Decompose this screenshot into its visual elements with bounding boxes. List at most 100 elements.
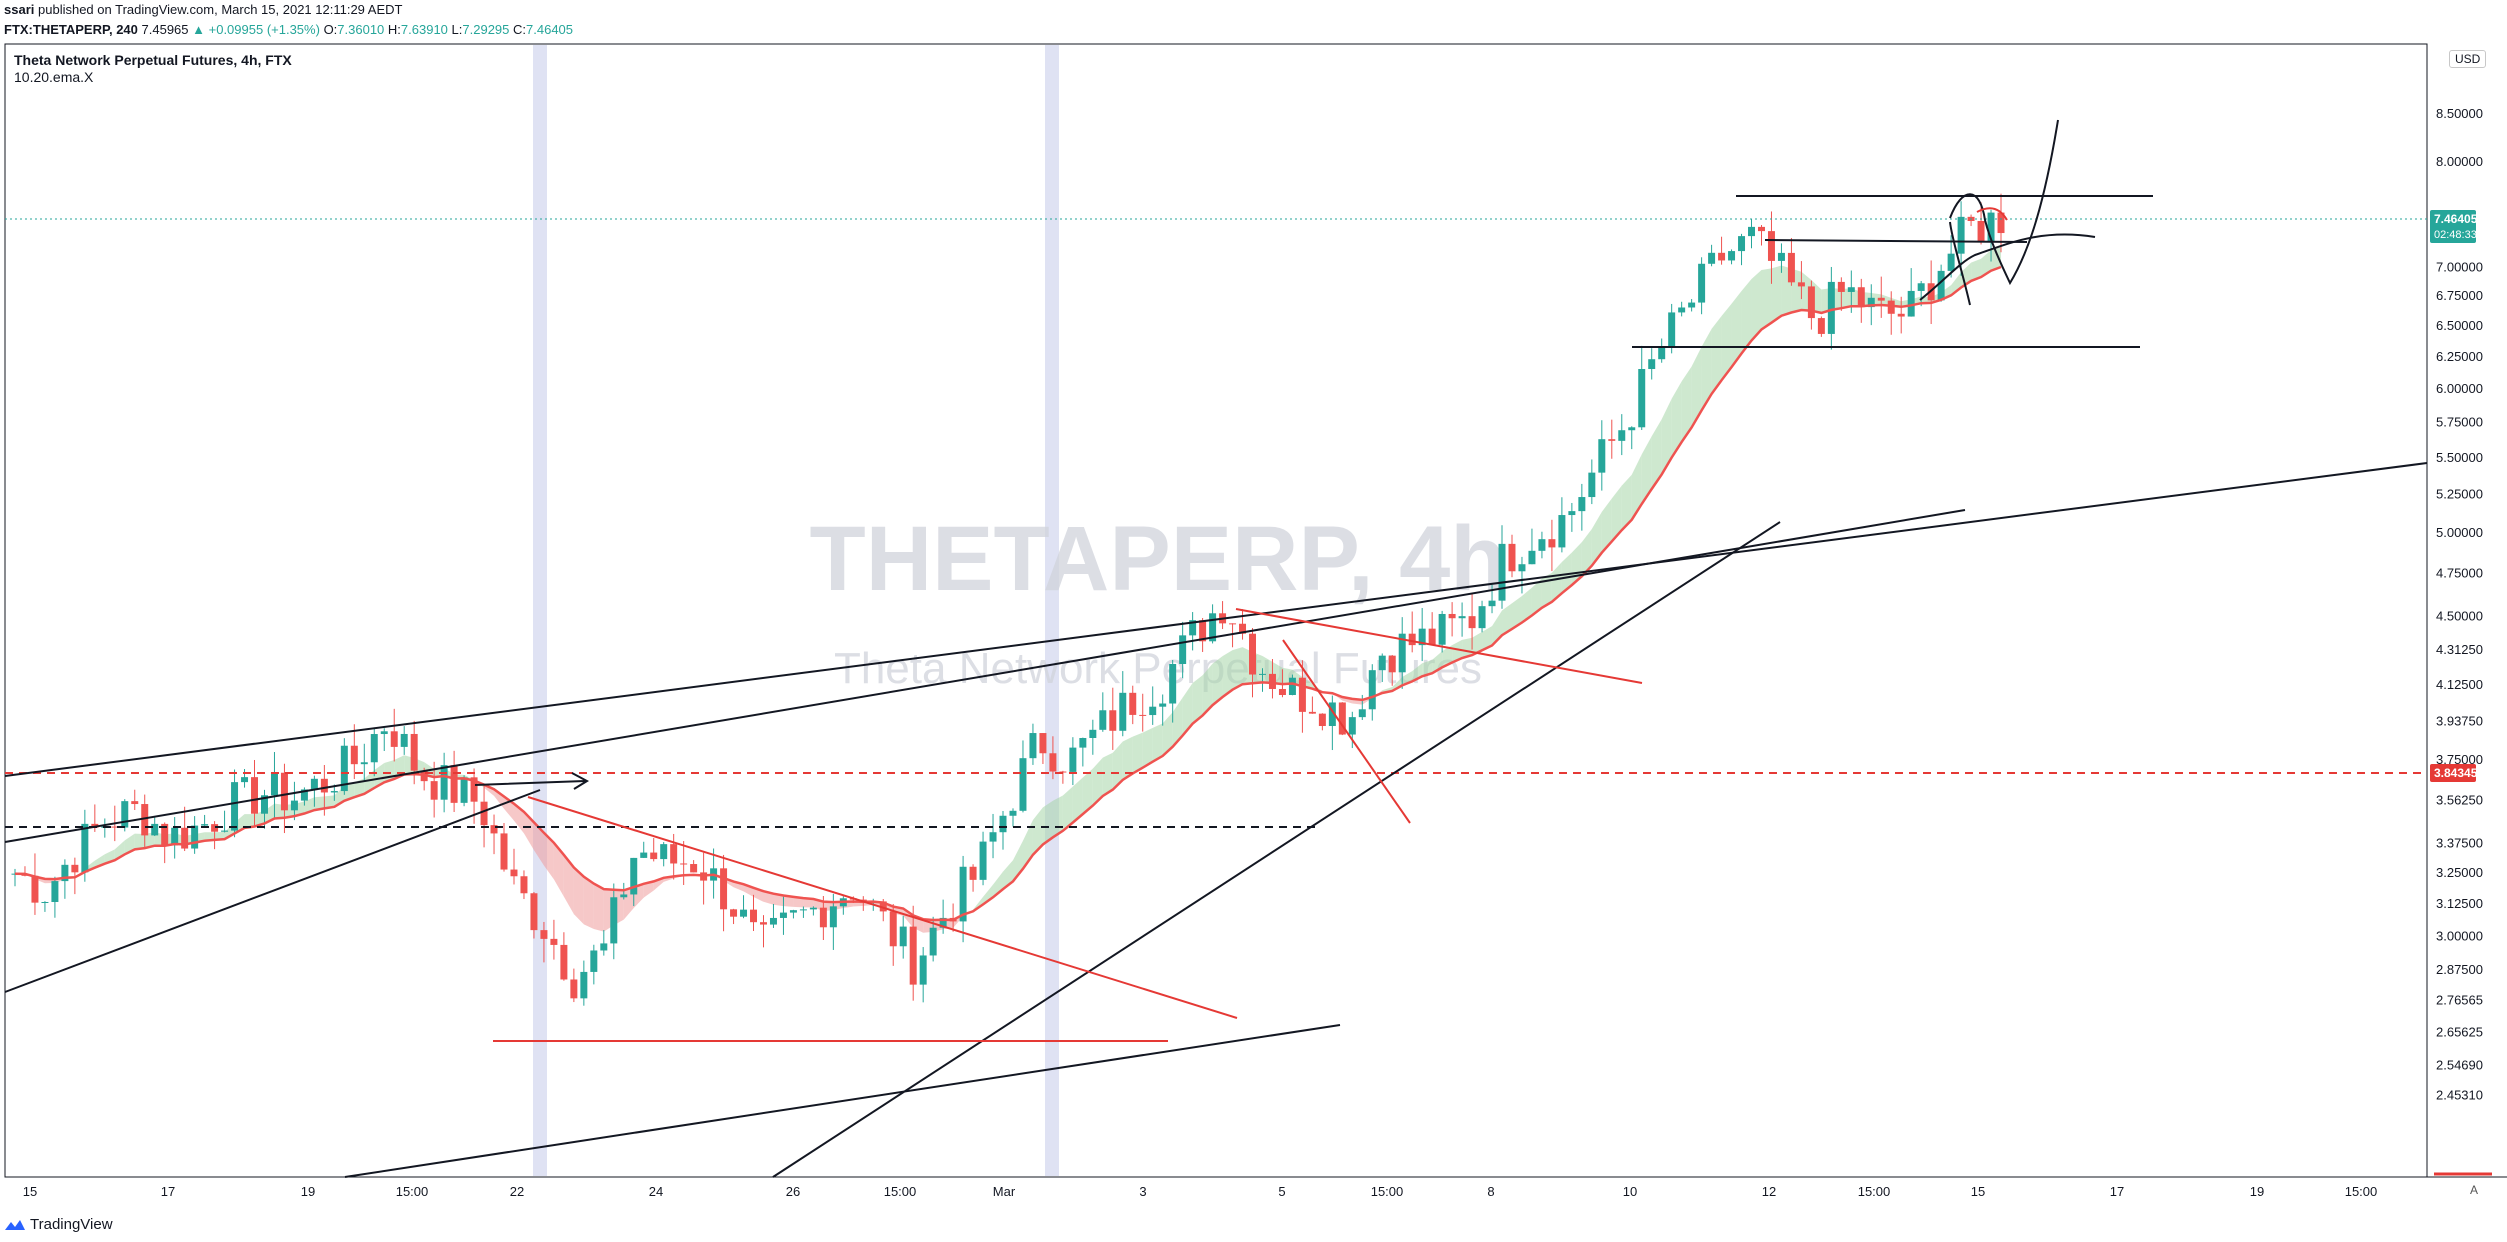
trendline-upper[interactable] [4, 509, 1966, 843]
ribbon-segment [763, 891, 774, 905]
time-axis[interactable]: 15 17 19 15:00 22 24 26 15:00 Mar 3 5 15:00 8 10 12 15:… [23, 1184, 2378, 1199]
ribbon-segment [244, 814, 255, 828]
candle-body [1618, 430, 1626, 441]
candle-body [191, 825, 199, 849]
candle-body [620, 894, 628, 898]
ribbon-segment [1032, 807, 1043, 855]
y-tick-label: 2.45310 [2436, 1087, 2483, 1102]
legend-title[interactable]: Theta Network Perpetual Futures, 4h, FTX [14, 52, 292, 68]
candle-body [1628, 427, 1636, 431]
candle-body [1498, 543, 1506, 601]
candle-body [1308, 711, 1316, 714]
trendlines[interactable] [4, 119, 2428, 1178]
ribbon-segment [1452, 639, 1463, 663]
arrow-drawing[interactable] [474, 772, 590, 790]
candle-body [640, 852, 648, 858]
auto-scale-button[interactable]: A [2470, 1183, 2479, 1197]
range-mid-line[interactable] [1764, 239, 2028, 243]
ribbon-segment [1132, 732, 1143, 774]
y-tick-label: 6.25000 [2436, 349, 2483, 364]
red-flag-diagonal[interactable] [1282, 639, 1411, 824]
candle-body [1777, 252, 1785, 261]
candle-body [1748, 226, 1756, 237]
candle-body [919, 955, 927, 985]
low-label: L: [451, 22, 463, 37]
candle-body [1807, 286, 1815, 319]
publish-text: published on TradingView.com, March 15, … [38, 2, 403, 17]
candle-body [370, 734, 378, 763]
candle-body [1708, 252, 1716, 264]
projection-curve-down[interactable] [1949, 221, 1971, 306]
candle-body [1318, 713, 1326, 727]
price-axis[interactable]: 2.45310 2.54690 2.65625 2.76565 2.87500 3.000… [2436, 106, 2483, 1102]
trendline-long-top[interactable] [4, 462, 2428, 777]
ribbon-segment [254, 810, 265, 827]
y-tick-label: 3.75000 [2436, 752, 2483, 767]
ribbon-segment [1761, 268, 1772, 330]
ribbon-segment [1641, 436, 1652, 505]
candle-body [430, 781, 438, 800]
candle-body [1029, 733, 1037, 759]
level-tag-value: 3.84345 [2434, 766, 2478, 780]
candle-body [1189, 620, 1197, 636]
x-tick-label: 12 [1762, 1184, 1776, 1199]
x-tick-label: 15 [23, 1184, 37, 1199]
ribbon-segment [1062, 786, 1073, 831]
candle-body [730, 909, 738, 917]
candle-body [380, 731, 388, 735]
candle-body [360, 762, 368, 765]
y-tick-label: 6.50000 [2436, 318, 2483, 333]
y-tick-label: 3.37500 [2436, 835, 2483, 850]
candle-body [1398, 633, 1406, 673]
ribbon-segment [1711, 315, 1722, 394]
currency-button[interactable]: USD [2449, 50, 2487, 68]
candle-body [1987, 212, 1995, 242]
ribbon-segment [803, 898, 814, 908]
candle-body [1179, 635, 1187, 664]
x-tick-label: 26 [786, 1184, 800, 1199]
candle-body [1638, 369, 1646, 428]
high-label: H: [387, 22, 401, 37]
candle-body [1099, 710, 1107, 730]
candle-body [999, 815, 1007, 833]
ribbon-segment [553, 842, 564, 897]
candle-body [520, 876, 528, 894]
author-name[interactable]: ssari [4, 2, 35, 17]
ribbon-segment [1212, 656, 1223, 706]
red-arc[interactable] [1976, 207, 2008, 221]
trendline-bottom[interactable] [344, 1024, 1341, 1178]
red-flag-top-line[interactable] [1235, 608, 1643, 684]
price-tag-box [2430, 210, 2476, 243]
red-downtrend-line[interactable] [527, 796, 1238, 1019]
candle-body [560, 944, 568, 980]
close-label: C: [513, 22, 527, 37]
candle-body [1348, 717, 1356, 735]
ribbon-segment [1651, 419, 1662, 490]
ribbon-segment [973, 896, 984, 912]
ribbon-segment [1571, 542, 1582, 585]
footer-branding[interactable]: TradingView [4, 1216, 113, 1233]
candle-body [1937, 270, 1945, 301]
candle-body [650, 852, 658, 860]
ribbon-segment [593, 883, 604, 932]
candle-body [1728, 251, 1736, 261]
candle-body [979, 841, 987, 880]
ribbon-segment [124, 833, 135, 855]
projection-curve-right[interactable] [1919, 233, 2096, 301]
candle-body [1079, 738, 1087, 748]
candle-body [1668, 312, 1676, 348]
x-tick-label: 17 [2110, 1184, 2124, 1199]
trendline-rising-left[interactable] [4, 789, 541, 993]
red-trendlines[interactable] [493, 207, 2008, 1042]
projection-curve-up[interactable] [1949, 119, 2059, 286]
ribbon-segment [1751, 270, 1762, 341]
y-tick-label: 4.75000 [2436, 566, 2483, 581]
trendline-rising-main[interactable] [772, 521, 1781, 1178]
ribbon-segment [1082, 768, 1093, 815]
y-tick-label: 3.12500 [2436, 896, 2483, 911]
candle-body [440, 765, 448, 800]
legend-indicator[interactable]: 10.20.ema.X [14, 69, 94, 85]
candle-body [1767, 231, 1775, 261]
candle-body [1887, 300, 1895, 314]
